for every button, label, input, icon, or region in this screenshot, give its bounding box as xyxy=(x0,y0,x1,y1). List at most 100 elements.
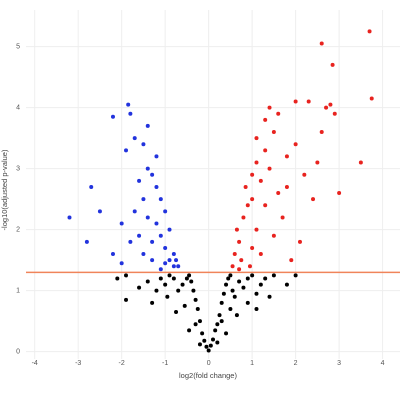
point xyxy=(97,209,102,214)
point xyxy=(115,276,120,281)
point xyxy=(234,313,239,318)
point xyxy=(145,123,150,128)
point xyxy=(250,197,255,202)
point xyxy=(145,166,150,171)
point xyxy=(141,197,146,202)
point xyxy=(119,221,124,226)
point xyxy=(215,340,220,345)
point xyxy=(293,273,298,278)
point xyxy=(84,239,89,244)
point xyxy=(247,264,252,269)
point xyxy=(232,294,237,299)
point xyxy=(204,344,209,349)
point xyxy=(193,322,198,327)
point xyxy=(284,184,289,189)
point xyxy=(254,136,259,141)
point xyxy=(89,184,94,189)
point xyxy=(174,258,179,263)
point xyxy=(250,172,255,177)
point xyxy=(224,282,229,287)
point xyxy=(306,99,311,104)
point xyxy=(330,62,335,67)
point xyxy=(208,343,213,348)
point xyxy=(328,102,333,107)
point xyxy=(276,111,281,116)
point xyxy=(217,313,222,318)
x-tick-label: -1 xyxy=(162,360,168,367)
point xyxy=(119,261,124,266)
point xyxy=(258,282,263,287)
point xyxy=(145,279,150,284)
point xyxy=(124,273,129,278)
point xyxy=(197,342,202,347)
x-tick-label: 2 xyxy=(294,360,298,367)
point xyxy=(154,288,159,293)
point xyxy=(197,319,202,324)
point xyxy=(271,233,276,238)
point xyxy=(254,306,259,311)
point xyxy=(250,273,255,278)
point xyxy=(202,338,207,343)
point xyxy=(167,273,172,278)
point xyxy=(297,239,302,244)
point xyxy=(154,184,159,189)
point xyxy=(367,29,372,34)
point xyxy=(224,331,229,336)
point xyxy=(263,203,268,208)
point xyxy=(228,306,233,311)
point xyxy=(124,148,129,153)
point xyxy=(200,331,205,336)
point xyxy=(165,294,170,299)
point xyxy=(163,209,168,214)
point xyxy=(241,285,246,290)
point xyxy=(213,328,218,333)
point xyxy=(267,105,272,110)
point xyxy=(302,172,307,177)
point xyxy=(221,291,226,296)
point xyxy=(311,197,316,202)
point xyxy=(234,227,239,232)
point xyxy=(250,245,255,250)
point xyxy=(180,282,185,287)
x-tick-label: -4 xyxy=(32,360,38,367)
point xyxy=(150,239,155,244)
point xyxy=(182,303,187,308)
point xyxy=(132,136,137,141)
point xyxy=(150,172,155,177)
point xyxy=(187,273,192,278)
point xyxy=(189,279,194,284)
point xyxy=(158,276,163,281)
point xyxy=(215,322,220,327)
point xyxy=(124,297,129,302)
point xyxy=(228,273,233,278)
point xyxy=(263,276,268,281)
x-tick-label: -3 xyxy=(75,360,81,367)
point xyxy=(163,261,168,266)
point xyxy=(154,154,159,159)
point xyxy=(254,227,259,232)
point xyxy=(163,245,168,250)
point xyxy=(193,297,198,302)
y-tick-label: 1 xyxy=(16,288,20,295)
point xyxy=(258,178,263,183)
x-tick-label: 1 xyxy=(250,360,254,367)
point xyxy=(128,239,133,244)
point xyxy=(276,191,281,196)
point xyxy=(369,96,374,101)
point xyxy=(267,166,272,171)
point xyxy=(293,142,298,147)
point xyxy=(245,203,250,208)
point xyxy=(237,239,242,244)
point xyxy=(145,215,150,220)
point xyxy=(141,142,146,147)
point xyxy=(289,258,294,263)
x-tick-label: 4 xyxy=(381,360,385,367)
point xyxy=(126,102,131,107)
point xyxy=(358,160,363,165)
point xyxy=(319,130,324,135)
point xyxy=(176,264,181,269)
point xyxy=(191,288,196,293)
point xyxy=(254,160,259,165)
y-tick-label: 2 xyxy=(16,226,20,233)
